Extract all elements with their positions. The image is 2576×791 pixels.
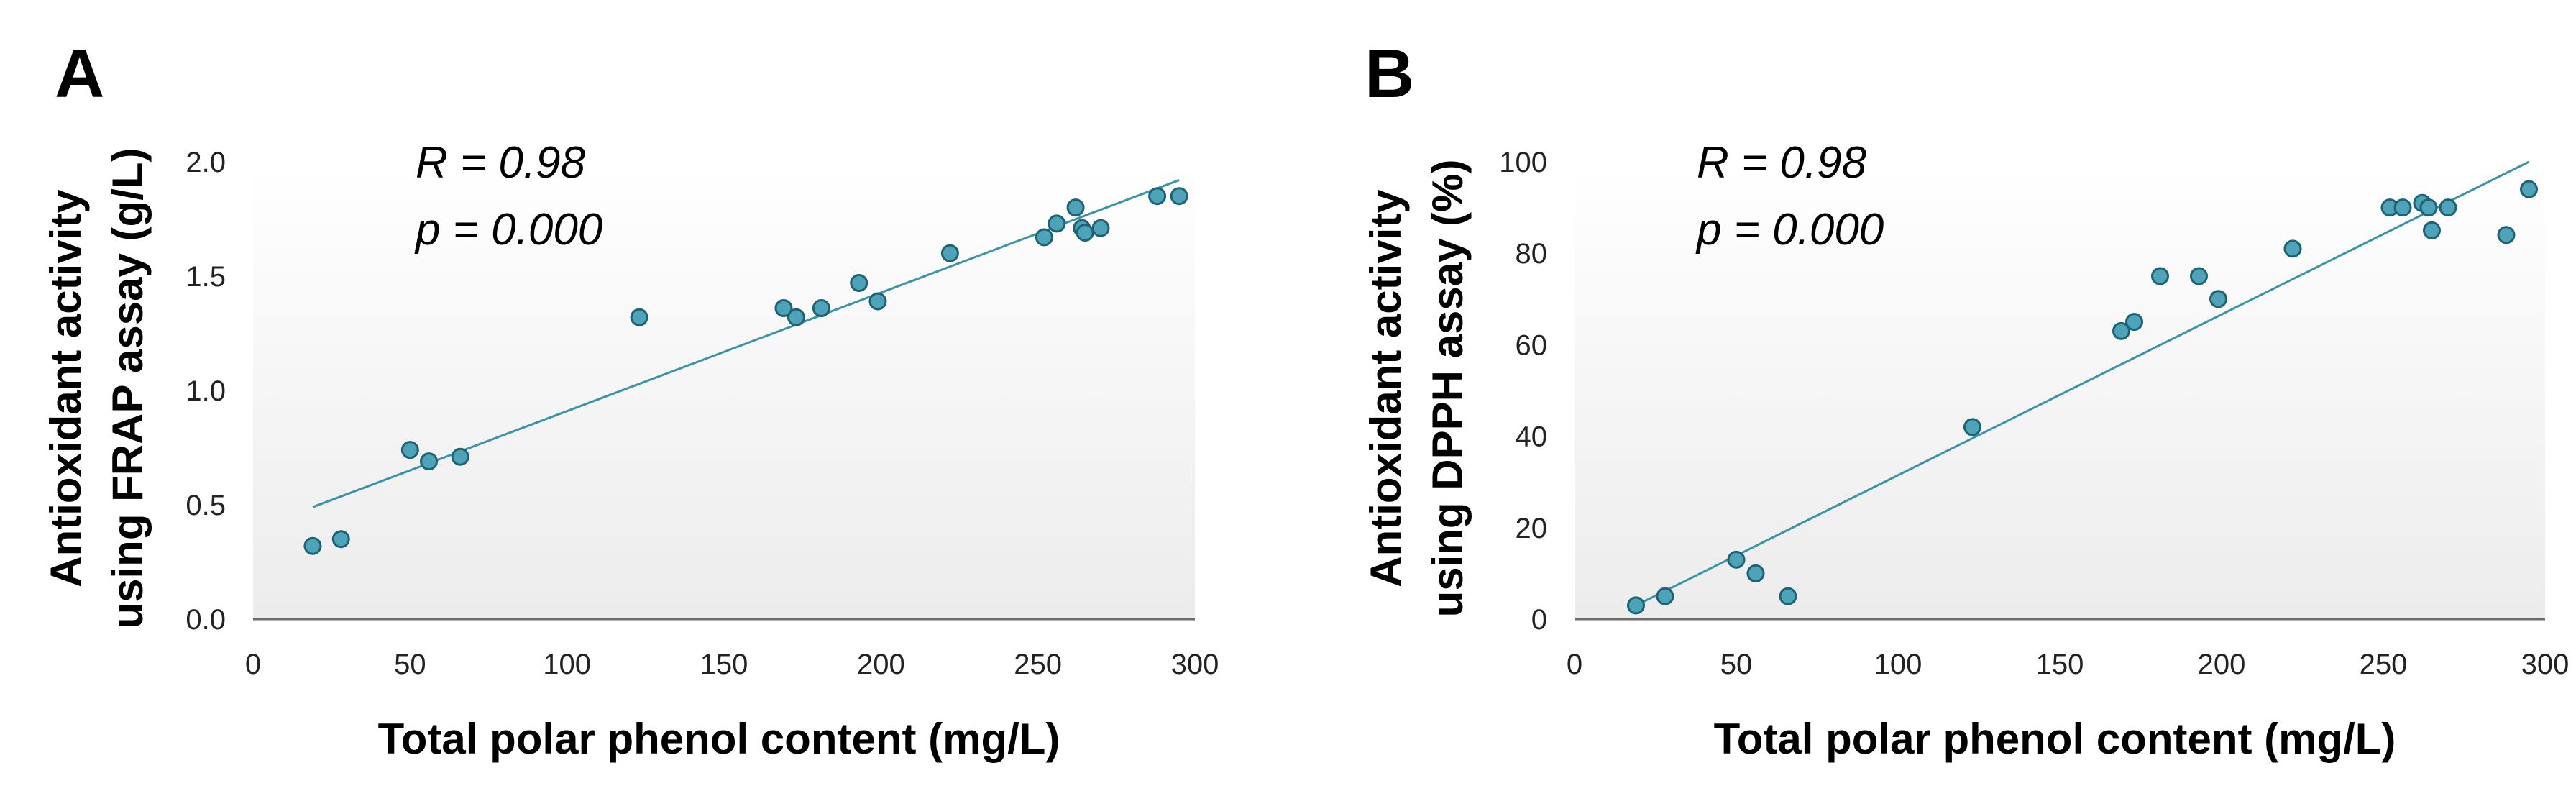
data-point-b [2112,321,2130,340]
x-tick-label-b: 0 [1567,649,1582,680]
data-point-a [1170,187,1188,206]
p-annotation-a: p = 0.000 [414,205,602,255]
data-point-a [451,447,469,466]
data-point-a [1066,198,1085,217]
x-tick-label-b: 250 [2360,649,2408,680]
data-point-b [2283,239,2302,258]
x-tick-label-a: 0 [245,649,261,680]
data-point-b [2190,267,2208,285]
data-point-a [1035,228,1053,247]
y-tick-label-b: 20 [1516,513,1548,544]
x-ticks-a: 0 50 100 150 200 250 300 [245,649,1219,680]
data-point-b [2520,180,2538,198]
data-point-a [420,452,439,471]
data-point-b [1963,418,1981,436]
data-point-a [1148,187,1167,206]
r-annotation-a: R = 0.98 [416,138,586,188]
x-axis-label-a: Total polar phenol content (mg/L) [378,715,1060,763]
points-a [303,187,1188,555]
y-tick-label-b: 0 [1531,604,1547,636]
x-tick-label-a: 50 [394,649,426,680]
data-point-b [2423,221,2441,239]
data-point-a [331,530,350,549]
r-annotation-b: R = 0.98 [1697,138,1867,188]
x-ticks-b: 0 50 100 150 200 250 300 [1567,649,2570,680]
data-point-a [774,299,793,318]
x-tick-label-b: 50 [1720,649,1753,680]
y-axis-label-a-line2: using FRAP assay (g/L) [104,147,152,628]
y-axis-label-b-line2: using DPPH assay (%) [1424,160,1472,618]
y-tick-label-b: 100 [1499,147,1547,178]
data-point-b [2393,198,2412,217]
data-point-b [1727,550,1746,569]
data-point-a [1076,224,1094,242]
data-point-b [2125,313,2143,332]
data-point-a [812,299,830,318]
y-tick-label-a: 1.5 [185,261,226,293]
y-tick-label-b: 80 [1516,238,1548,270]
y-ticks-a: 0.0 0.5 1.0 1.5 2.0 [185,147,226,636]
y-tick-label-b: 60 [1516,329,1548,361]
x-tick-label-b: 300 [2521,649,2570,680]
x-tick-label-b: 100 [1874,649,1922,680]
data-point-a [868,292,887,311]
data-point-b [1627,596,1645,615]
x-tick-label-a: 150 [700,649,748,680]
data-point-a [303,536,322,555]
x-tick-label-a: 250 [1014,649,1062,680]
data-point-a [1048,214,1066,233]
data-point-a [940,244,959,262]
points-b [1627,180,2538,615]
data-point-b [2151,267,2169,285]
data-point-b [2497,226,2516,244]
data-point-b [1779,587,1797,605]
data-point-b [2419,198,2438,217]
y-ticks-b: 0 20 40 60 80 100 [1499,147,1547,636]
data-point-a [400,441,419,459]
y-axis-label-a-line1: Antioxidant activity [42,189,90,587]
panel-a: A R = 0.98 p = 0.000 Antioxidant activit… [42,35,1219,763]
data-point-b [1746,564,1765,582]
y-tick-label-a: 2.0 [185,147,226,178]
y-tick-label-b: 40 [1516,421,1548,453]
data-point-b [1656,587,1674,605]
x-tick-label-b: 150 [2036,649,2084,680]
y-tick-label-a: 1.0 [185,375,226,407]
plot-area-b [1575,162,2545,619]
panel-b: B R = 0.98 p = 0.000 Antioxidant activit… [1362,35,2569,763]
panel-letter-a: A [55,35,104,112]
x-tick-label-a: 200 [857,649,905,680]
x-tick-label-a: 300 [1171,649,1219,680]
data-point-b [2209,290,2227,308]
x-axis-label-b: Total polar phenol content (mg/L) [1714,715,2396,763]
y-tick-label-a: 0.5 [185,490,226,521]
panel-letter-b: B [1365,35,1414,112]
x-tick-label-b: 200 [2198,649,2246,680]
data-point-a [850,274,868,293]
data-point-a [630,308,648,326]
data-point-a [1091,219,1110,237]
data-point-a [787,308,805,326]
p-annotation-b: p = 0.000 [1695,205,1884,255]
y-axis-label-b-line1: Antioxidant activity [1362,189,1410,587]
data-point-b [2439,198,2457,217]
y-tick-label-a: 0.0 [185,604,226,636]
x-tick-label-a: 100 [543,649,591,680]
trendline-b [1635,160,2530,607]
